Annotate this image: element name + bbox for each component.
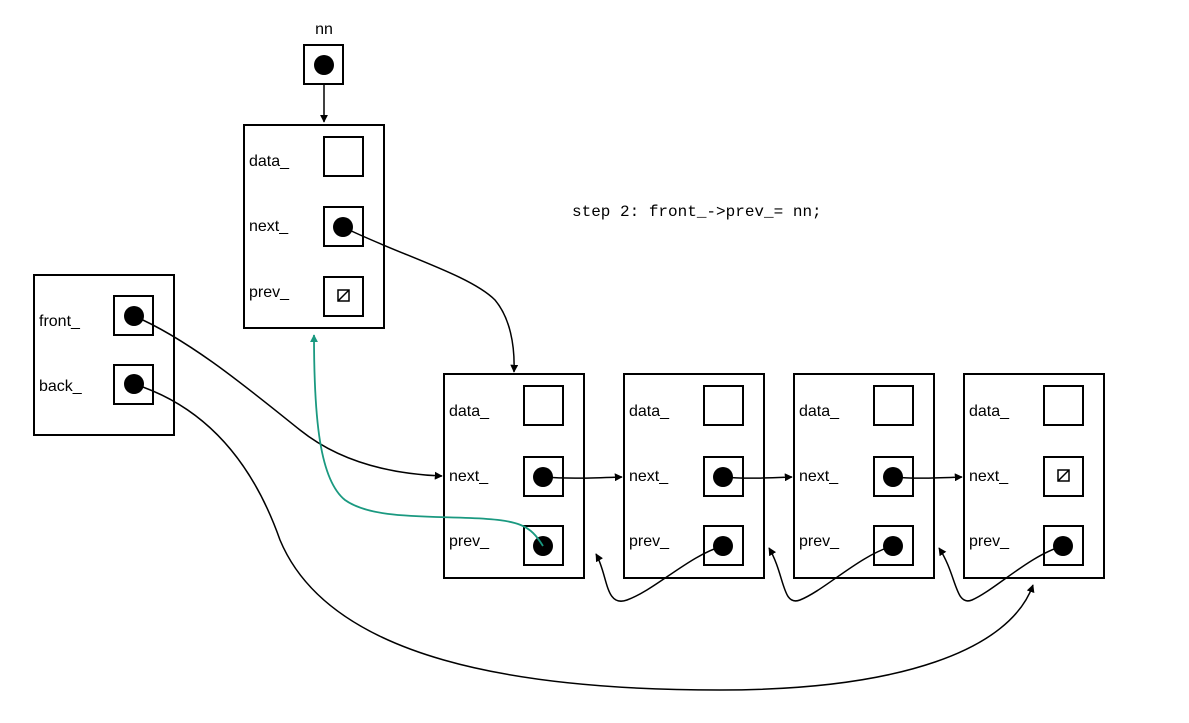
back-cell xyxy=(113,364,154,405)
node-2-box xyxy=(623,373,765,579)
node-1-prev-cell xyxy=(523,525,564,566)
new-node-next-cell xyxy=(323,206,364,247)
node-4-prev-arrow xyxy=(938,545,1064,602)
node-3-prev-arrow xyxy=(768,545,894,602)
node-1-box xyxy=(443,373,585,579)
node-1-prev-to-nn-arrow xyxy=(310,334,544,547)
list-object: front_ back_ xyxy=(33,274,175,436)
list-node-1: data_ next_ prev_ xyxy=(443,373,585,579)
front-cell xyxy=(113,295,154,336)
new-node: data_ next_ prev_ xyxy=(243,124,385,329)
new-node-data-cell xyxy=(323,136,364,177)
back-arrow xyxy=(133,383,1035,691)
node-2-next-cell xyxy=(703,456,744,497)
node-3-prev-cell xyxy=(873,525,914,566)
node-1-data-label: data_ xyxy=(449,403,490,420)
node-4-next-cell xyxy=(1043,456,1084,497)
node-3-data-label: data_ xyxy=(799,403,840,420)
list-node-3: data_ next_ prev_ xyxy=(793,373,935,579)
new-node-box xyxy=(243,124,385,329)
node-1-data-cell xyxy=(523,385,564,426)
new-node-prev-cell xyxy=(323,276,364,317)
new-node-prev-label: prev_ xyxy=(249,284,290,301)
node-3-next-label: next_ xyxy=(799,468,839,485)
node-3-next-arrow xyxy=(892,473,963,482)
list-node-2: data_ next_ prev_ xyxy=(623,373,765,579)
node-4-next-label: next_ xyxy=(969,468,1009,485)
node-2-prev-cell xyxy=(703,525,744,566)
back-label: back_ xyxy=(39,378,83,395)
null-icon xyxy=(337,289,350,302)
node-1-next-cell xyxy=(523,456,564,497)
new-node-next-label: next_ xyxy=(249,218,289,235)
nn-label: nn xyxy=(315,21,333,38)
node-2-next-label: next_ xyxy=(629,468,669,485)
node-1-next-arrow xyxy=(542,473,623,482)
front-arrow xyxy=(133,315,443,480)
step-caption: step 2: front_->prev_= nn; xyxy=(572,203,822,221)
list-object-box xyxy=(33,274,175,436)
node-4-data-label: data_ xyxy=(969,403,1010,420)
node-2-next-arrow xyxy=(722,473,793,482)
node-2-prev-label: prev_ xyxy=(629,533,670,550)
node-2-prev-arrow xyxy=(595,545,724,602)
front-label: front_ xyxy=(39,313,81,330)
new-node-data-label: data_ xyxy=(249,153,290,170)
node-4-prev-cell xyxy=(1043,525,1084,566)
node-4-prev-label: prev_ xyxy=(969,533,1010,550)
node-2-data-label: data_ xyxy=(629,403,670,420)
node-1-prev-label: prev_ xyxy=(449,533,490,550)
node-1-next-label: next_ xyxy=(449,468,489,485)
nn-pointer-dot xyxy=(314,55,334,75)
node-3-prev-label: prev_ xyxy=(799,533,840,550)
list-node-4: data_ next_ prev_ xyxy=(963,373,1105,579)
node-4-box xyxy=(963,373,1105,579)
null-icon xyxy=(1057,469,1070,482)
node-3-data-cell xyxy=(873,385,914,426)
new-node-next-arrow xyxy=(342,226,519,373)
node-4-data-cell xyxy=(1043,385,1084,426)
node-3-box xyxy=(793,373,935,579)
node-3-next-cell xyxy=(873,456,914,497)
node-2-data-cell xyxy=(703,385,744,426)
